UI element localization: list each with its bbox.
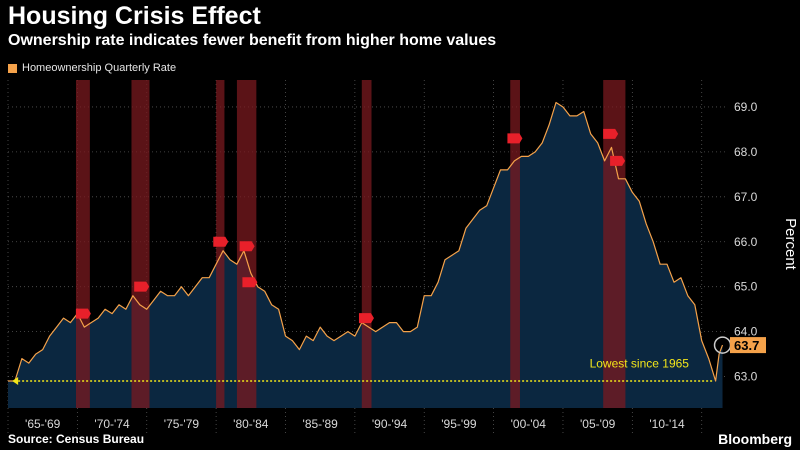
recession-band bbox=[361, 80, 372, 408]
legend-label: Homeownership Quarterly Rate bbox=[22, 62, 177, 74]
recession-marker bbox=[242, 277, 258, 288]
x-tick-label: '00-'04 bbox=[511, 417, 547, 431]
recession-marker bbox=[507, 133, 523, 144]
y-tick-label: 68.0 bbox=[734, 145, 758, 159]
source-note: Source: Census Bureau bbox=[8, 432, 145, 446]
x-tick-label: '70-'74 bbox=[94, 417, 130, 431]
last-value-box bbox=[730, 337, 766, 354]
recession-marker-shape bbox=[610, 155, 626, 166]
brand-logo: Bloomberg bbox=[718, 431, 792, 447]
chart-subtitle: Ownership rate indicates fewer benefit f… bbox=[8, 32, 497, 49]
recession-marker-shape bbox=[134, 281, 150, 292]
recession-marker-shape bbox=[239, 241, 255, 252]
series-line bbox=[7, 101, 724, 382]
y-tick-label: 63.0 bbox=[734, 370, 758, 384]
last-value-label: 63.7 bbox=[734, 338, 759, 353]
legend: Homeownership Quarterly Rate bbox=[8, 62, 176, 74]
legend-swatch bbox=[8, 63, 17, 73]
recession-band bbox=[75, 80, 90, 408]
recession-marker-shape bbox=[507, 133, 523, 144]
y-axis-title: Percent bbox=[782, 218, 799, 271]
recession-marker bbox=[213, 236, 229, 247]
y-tick-label: 67.0 bbox=[734, 190, 758, 204]
x-tick-label: '95-'99 bbox=[441, 417, 477, 431]
recession-marker-shape bbox=[603, 128, 619, 139]
x-tick-label: '65-'69 bbox=[25, 417, 61, 431]
x-tick-label: '85-'89 bbox=[303, 417, 339, 431]
recession-marker bbox=[610, 155, 626, 166]
recession-marker bbox=[358, 313, 374, 324]
series-area bbox=[8, 102, 723, 408]
x-tick-label: '05-'09 bbox=[580, 417, 616, 431]
annotation-arrow-head bbox=[12, 377, 19, 386]
recession-marker bbox=[239, 241, 255, 252]
recession-band bbox=[131, 80, 150, 408]
x-tick-label: '10-'14 bbox=[649, 417, 685, 431]
annotation-label: Lowest since 1965 bbox=[590, 357, 690, 371]
x-tick-label: '90-'94 bbox=[372, 417, 408, 431]
last-value-circle bbox=[713, 336, 732, 354]
x-tick-label: '80-'84 bbox=[233, 417, 269, 431]
recession-marker bbox=[603, 128, 619, 139]
recession-marker-shape bbox=[75, 308, 91, 319]
y-tick-label: 69.0 bbox=[734, 100, 758, 114]
x-tick-label: '75-'79 bbox=[164, 417, 200, 431]
recession-band bbox=[510, 80, 520, 408]
recession-marker-shape bbox=[213, 236, 229, 247]
y-tick-label: 65.0 bbox=[734, 280, 758, 294]
recession-marker-shape bbox=[358, 313, 374, 324]
chart-title: Housing Crisis Effect bbox=[8, 2, 261, 30]
recession-marker bbox=[134, 281, 150, 292]
recession-marker bbox=[75, 308, 91, 319]
y-tick-label: 64.0 bbox=[734, 325, 758, 339]
recession-marker-shape bbox=[242, 277, 258, 288]
y-tick-label: 66.0 bbox=[734, 235, 758, 249]
